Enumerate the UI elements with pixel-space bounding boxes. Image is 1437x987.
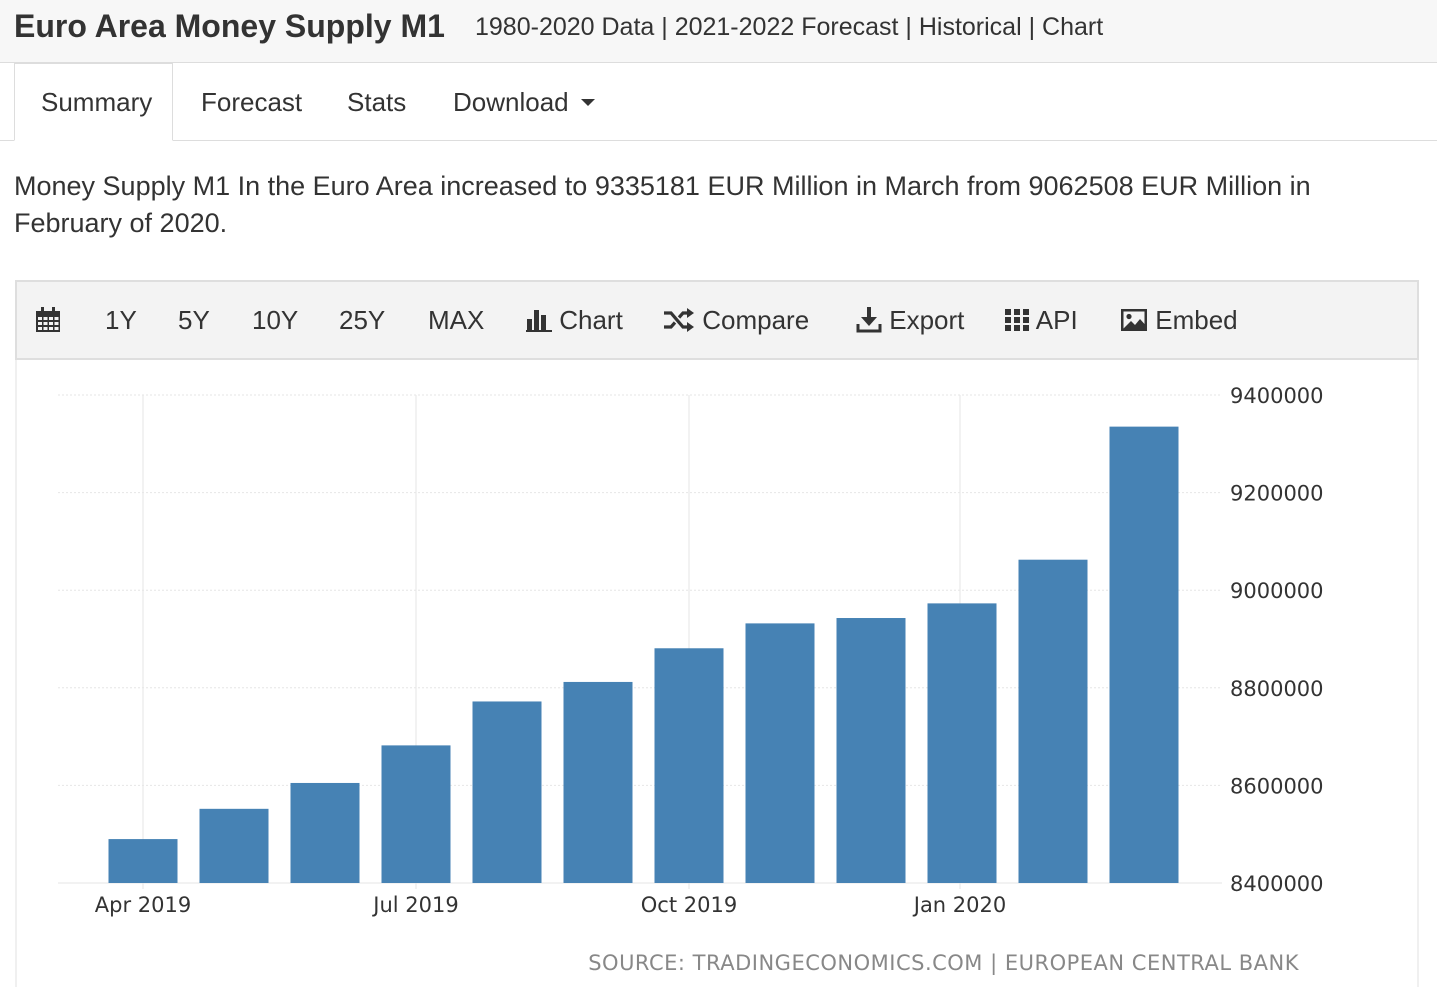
tab-summary-label: Summary (41, 87, 153, 117)
export-label: Export (889, 305, 965, 335)
x-tick-label: Oct 2019 (641, 893, 737, 917)
tab-summary[interactable]: Summary (14, 63, 174, 141)
chart-bars (108, 426, 1179, 883)
embed-label: Embed (1155, 305, 1238, 335)
calendar-icon (36, 306, 60, 332)
tab-forecast[interactable]: Forecast (201, 63, 302, 141)
range-1y-button[interactable]: 1Y (105, 305, 137, 335)
y-tick-label: 9000000 (1230, 579, 1324, 603)
export-button[interactable]: Export (856, 282, 964, 358)
range-10y-button[interactable]: 10Y (252, 305, 299, 335)
shuffle-icon (664, 307, 694, 332)
chart-source: SOURCE: TRADINGECONOMICS.COM | EUROPEAN … (588, 951, 1300, 976)
tab-stats[interactable]: Stats (347, 63, 406, 141)
tab-forecast-label: Forecast (201, 87, 303, 117)
chart-type-label: Chart (559, 305, 623, 335)
grid-icon (1005, 308, 1029, 331)
bar-may-2019[interactable] (199, 808, 269, 883)
bar-feb-2020[interactable] (1018, 559, 1088, 883)
download-icon (856, 306, 882, 333)
tab-bar: Summary Forecast Stats Download (0, 63, 1437, 141)
x-tick-label: Apr 2019 (95, 893, 191, 917)
chart-type-button[interactable]: Chart (526, 282, 623, 358)
date-range-picker[interactable] (35, 282, 61, 358)
range-max-button[interactable]: MAX (428, 305, 485, 335)
image-icon (1121, 308, 1147, 331)
tab-download[interactable]: Download (453, 63, 595, 141)
bar-jan-2020[interactable] (927, 603, 997, 883)
bar-sep-2019[interactable] (563, 681, 633, 883)
chevron-down-icon (580, 99, 595, 107)
y-tick-label: 9200000 (1230, 482, 1324, 506)
compare-label: Compare (702, 305, 810, 335)
bar-mar-2020[interactable] (1109, 426, 1179, 883)
title-bar: Euro Area Money Supply M1 1980-2020 Data… (0, 0, 1437, 63)
compare-button[interactable]: Compare (663, 282, 809, 358)
chart-axis-labels: 8400000 8600000 8800000 9000000 9200000 94000… (95, 384, 1324, 917)
page-title: Euro Area Money Supply M1 (14, 8, 445, 44)
y-tick-label: 8800000 (1230, 677, 1324, 701)
y-tick-label: 8400000 (1230, 872, 1324, 896)
bar-jun-2019[interactable] (290, 782, 360, 883)
y-tick-label: 8600000 (1230, 774, 1324, 798)
bar-oct-2019[interactable] (654, 648, 724, 883)
bar-dec-2019[interactable] (836, 618, 906, 883)
chart-toolbar: 1Y 5Y 10Y 25Y MAX Chart Compare Export (15, 280, 1419, 360)
bar-chart-icon (526, 309, 552, 332)
tab-stats-label: Stats (347, 87, 407, 117)
range-5y-button[interactable]: 5Y (178, 305, 210, 335)
bar-apr-2019[interactable] (108, 839, 178, 883)
bar-jul-2019[interactable] (381, 745, 451, 883)
api-label: API (1035, 305, 1078, 335)
embed-button[interactable]: Embed (1120, 282, 1238, 358)
x-tick-label: Jul 2019 (371, 893, 458, 917)
chart-frame (15, 360, 1419, 987)
x-tick-label: Jan 2020 (912, 893, 1007, 917)
bar-nov-2019[interactable] (745, 623, 815, 883)
y-tick-label: 9400000 (1230, 384, 1324, 408)
tab-download-label: Download (453, 87, 569, 117)
page-subtitle: 1980-2020 Data | 2021-2022 Forecast | Hi… (475, 13, 1104, 41)
summary-text: Money Supply M1 In the Euro Area increas… (14, 171, 1311, 238)
bar-aug-2019[interactable] (472, 701, 542, 883)
api-button[interactable]: API (1004, 282, 1078, 358)
range-25y-button[interactable]: 25Y (339, 305, 386, 335)
bar-chart: 8400000 8600000 8800000 9000000 9200000 94000… (58, 384, 1324, 976)
